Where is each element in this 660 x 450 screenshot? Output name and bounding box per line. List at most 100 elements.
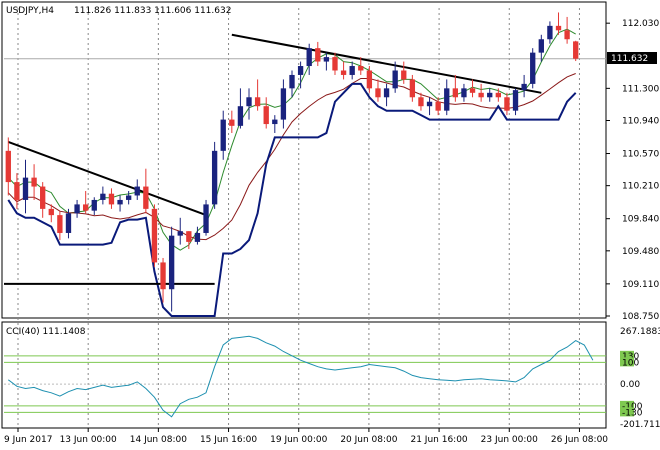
candle-body	[263, 106, 269, 125]
cci-tick-label: 0.00	[620, 380, 640, 390]
time-tick-label: 26 Jun 08:00	[551, 435, 608, 445]
support-step-line	[7, 82, 577, 317]
candle-body	[246, 97, 252, 107]
candle-body	[435, 101, 441, 111]
cci-level-label: -130	[622, 408, 643, 418]
candle-body	[83, 204, 89, 211]
candle-body	[426, 101, 433, 107]
candle-body	[495, 92, 501, 98]
candle-body	[237, 106, 244, 126]
time-tick-label: 15 Jun 16:00	[200, 435, 257, 445]
candle-body	[332, 57, 338, 71]
candle-body	[512, 90, 519, 111]
indicator-panel-frame	[1, 321, 607, 429]
cci-level-badge	[620, 407, 634, 417]
candle-body	[401, 70, 407, 80]
time-tick-label: 19 Jun 00:00	[270, 435, 327, 445]
candle-body	[349, 66, 355, 75]
candle-body	[272, 119, 278, 125]
candle-body	[323, 57, 330, 62]
downtrend-line-right	[231, 33, 542, 94]
cci-level-label: 130	[622, 352, 639, 362]
candle-body	[573, 41, 579, 59]
candle-body	[409, 79, 416, 98]
candle-body	[478, 92, 484, 98]
cci-level-badge	[620, 350, 634, 360]
price-tick-label: 109.480	[622, 247, 659, 257]
candle-body	[14, 182, 20, 200]
candle-body	[521, 83, 527, 91]
candle-body	[555, 25, 562, 31]
cci-level-label: -100	[622, 402, 643, 412]
candle-body	[289, 74, 295, 89]
candle-body	[160, 262, 166, 290]
time-tick-label: 13 Jun 00:00	[60, 435, 117, 445]
cci-level-label: 100	[622, 358, 639, 368]
cci-label: CCI(40) 111.1408	[6, 327, 86, 337]
candle-body	[186, 231, 192, 242]
candle-body	[418, 97, 424, 107]
time-tick-label: 23 Jun 00:00	[481, 435, 538, 445]
candle-body	[358, 66, 364, 71]
price-tick-label: 108.750	[622, 312, 659, 322]
current-price-badge	[607, 52, 657, 64]
price-tick-label: 109.110	[622, 280, 659, 290]
candle-body	[564, 30, 570, 40]
candle-body	[504, 97, 510, 111]
candle-body	[461, 88, 467, 98]
candle-body	[547, 25, 553, 40]
candle-body	[194, 232, 201, 242]
candle-body	[177, 231, 183, 236]
candle-body	[203, 204, 209, 233]
slow-ma-line	[7, 73, 576, 241]
main-panel-frame	[1, 1, 607, 319]
current-price-label: 111.632	[611, 54, 648, 64]
candle-body	[375, 88, 381, 98]
candle-body	[211, 150, 218, 205]
candle-body	[538, 39, 544, 53]
cci-tick-label: 267.1883	[620, 327, 660, 337]
candle-body	[100, 193, 106, 200]
candle-body	[40, 186, 46, 209]
price-tick-label: 111.300	[622, 84, 659, 94]
cci-line	[7, 335, 594, 418]
candle-body	[31, 177, 37, 187]
candle-body	[91, 199, 97, 211]
candle-body	[444, 88, 450, 111]
time-tick-label: 20 Jun 08:00	[340, 435, 397, 445]
axes: 112.030 111.300 110.940 110.570 110.210 109.8…	[4, 19, 659, 445]
candles	[5, 12, 579, 312]
candle-body	[254, 97, 261, 107]
candle-body	[452, 88, 459, 98]
candle-body	[57, 215, 63, 233]
price-tick-label: 110.940	[622, 116, 659, 126]
candle-body	[315, 48, 321, 62]
candle-body	[220, 119, 226, 151]
cci-level-badge	[620, 400, 634, 410]
candle-body	[383, 88, 390, 98]
candle-body	[297, 66, 304, 75]
candle-body	[5, 150, 11, 183]
candle-body	[530, 52, 536, 84]
cci-level-badge	[620, 357, 634, 367]
candle-body	[229, 119, 235, 126]
candle-body	[306, 48, 312, 67]
candle-body	[48, 208, 54, 216]
candle-body	[143, 186, 149, 209]
time-tick-label: 14 Jun 08:00	[130, 435, 187, 445]
price-tick-label: 112.030	[622, 19, 659, 29]
candle-body	[366, 70, 373, 89]
candle-body	[151, 208, 158, 263]
candle-body	[22, 177, 29, 200]
time-tick-label: 9 Jun 2017	[4, 435, 52, 445]
candle-body	[108, 193, 115, 205]
price-tick-label: 109.840	[622, 215, 659, 225]
cci-tick-label: -201.711	[620, 420, 660, 430]
price-tick-label: 110.570	[622, 150, 659, 160]
candle-body	[125, 195, 132, 200]
grid	[4, 8, 606, 428]
candle-body	[117, 199, 123, 205]
candle-body	[280, 88, 287, 120]
